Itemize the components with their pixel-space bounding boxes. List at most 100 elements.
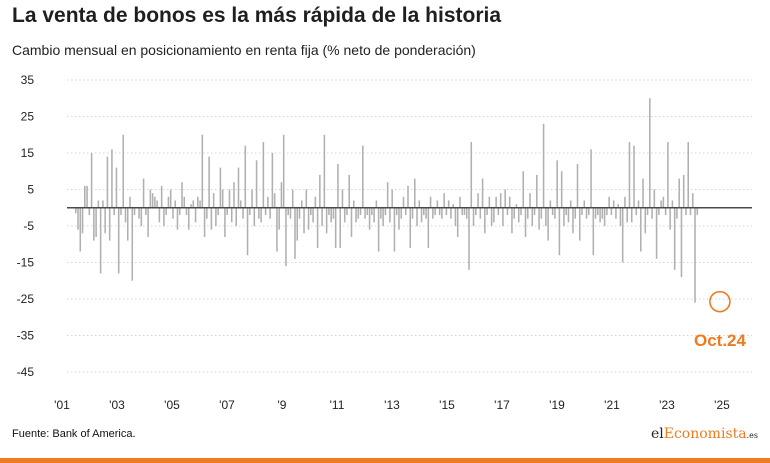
bar [592, 207, 595, 256]
bar [427, 207, 430, 248]
bar [131, 207, 134, 281]
x-tick-label: '03 [109, 398, 125, 412]
bar [619, 207, 622, 226]
bar [662, 196, 665, 208]
bar [538, 207, 540, 230]
y-tick-label: -35 [17, 329, 35, 343]
bar [287, 207, 289, 216]
bar [375, 200, 378, 208]
bar [585, 207, 588, 219]
bar [472, 207, 475, 226]
bar [628, 142, 631, 208]
bar [667, 142, 669, 208]
bar [126, 207, 129, 241]
bar [434, 207, 436, 216]
bar [197, 196, 199, 208]
bar [576, 163, 579, 208]
y-tick-label: 25 [21, 110, 35, 124]
bar [305, 189, 308, 208]
bar [323, 134, 326, 208]
bar [407, 185, 409, 208]
bar [113, 207, 115, 216]
bar [366, 207, 369, 216]
bar [529, 193, 531, 208]
bar [687, 142, 690, 208]
bar [610, 207, 613, 216]
bar [138, 207, 140, 219]
bar [312, 207, 314, 223]
bar [142, 178, 145, 208]
bar [393, 207, 396, 252]
bar [154, 196, 156, 208]
bar [246, 207, 249, 256]
bar [258, 207, 260, 219]
x-tick-label: '01 [54, 398, 70, 412]
bar [106, 156, 109, 208]
bar [504, 189, 506, 208]
bar [673, 207, 676, 270]
bar [330, 207, 332, 223]
bar [325, 207, 328, 234]
bar [590, 149, 592, 208]
bar [640, 207, 642, 252]
bar [319, 174, 321, 208]
annotation-label: Oct.24 [694, 331, 747, 350]
bar [188, 207, 190, 230]
bar [350, 207, 353, 237]
bar [115, 167, 118, 208]
bar [436, 200, 439, 208]
y-tick-label: -45 [17, 365, 35, 379]
bar [468, 207, 470, 270]
bar [531, 207, 534, 226]
bar [273, 193, 276, 208]
bar [86, 185, 88, 208]
bar [301, 200, 303, 208]
bar [653, 189, 656, 208]
bar [477, 193, 479, 208]
bar [156, 200, 158, 208]
bar [145, 207, 147, 216]
bar [423, 207, 425, 216]
bar [418, 200, 421, 208]
bar [371, 207, 373, 216]
bar [303, 207, 305, 234]
bar [380, 207, 382, 219]
bar [490, 207, 493, 226]
bar [294, 207, 296, 259]
bar [465, 207, 468, 219]
x-tick-label: '21 [604, 398, 620, 412]
bar [569, 200, 572, 208]
bar [224, 207, 226, 237]
bar [183, 196, 186, 208]
bar [79, 207, 82, 252]
bar [456, 207, 459, 237]
bar [133, 207, 136, 216]
x-tick-label: '25 [714, 398, 730, 412]
bar [341, 189, 344, 208]
bar [271, 153, 274, 208]
bar [459, 196, 461, 208]
bar [307, 207, 310, 230]
bar [642, 178, 644, 208]
bar [513, 207, 515, 219]
x-tick-label: '11 [330, 398, 345, 412]
bar [228, 189, 231, 208]
bar [262, 142, 265, 208]
bar [278, 207, 280, 230]
brand-accent: Economista [663, 426, 747, 442]
bar [484, 207, 486, 234]
bar [111, 149, 113, 208]
bar [594, 207, 597, 219]
bar [567, 207, 570, 223]
bar [608, 196, 610, 208]
bar [221, 189, 224, 208]
bar [493, 207, 495, 223]
y-tick-label: -15 [17, 256, 35, 270]
bar [447, 200, 450, 208]
bar [524, 207, 527, 237]
bar [282, 134, 285, 208]
bar [93, 207, 95, 241]
chart-title: La venta de bonos es la más rápida de la… [12, 4, 501, 27]
bar [420, 207, 423, 223]
